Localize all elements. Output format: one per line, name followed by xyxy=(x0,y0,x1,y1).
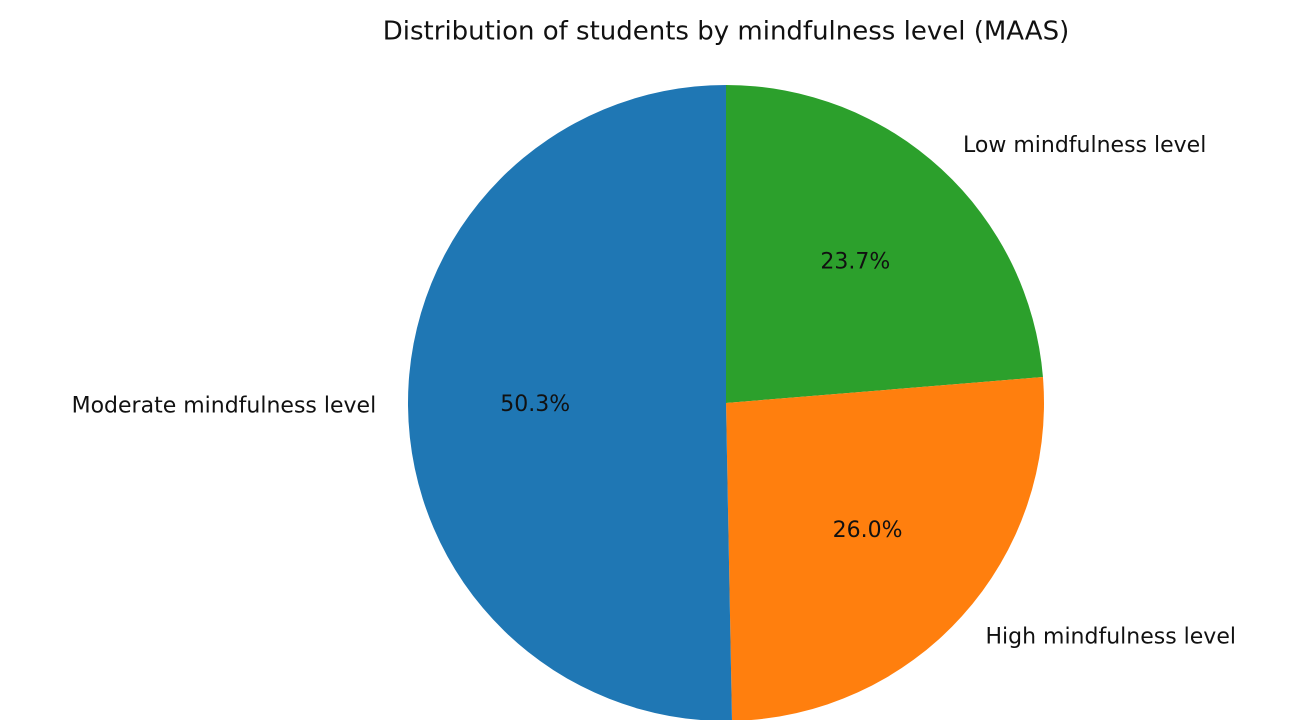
slice-label: Low mindfulness level xyxy=(963,133,1206,158)
slice-label: Moderate mindfulness level xyxy=(72,393,377,418)
pie-slice xyxy=(726,377,1044,720)
chart-title: Distribution of students by mindfulness … xyxy=(383,17,1069,47)
slice-label: High mindfulness level xyxy=(985,625,1236,650)
slice-percent: 50.3% xyxy=(500,392,570,417)
slice-percent: 26.0% xyxy=(833,518,903,543)
pie-slice xyxy=(726,85,1043,403)
pie-slice xyxy=(407,85,732,720)
slice-percent: 23.7% xyxy=(820,250,890,275)
